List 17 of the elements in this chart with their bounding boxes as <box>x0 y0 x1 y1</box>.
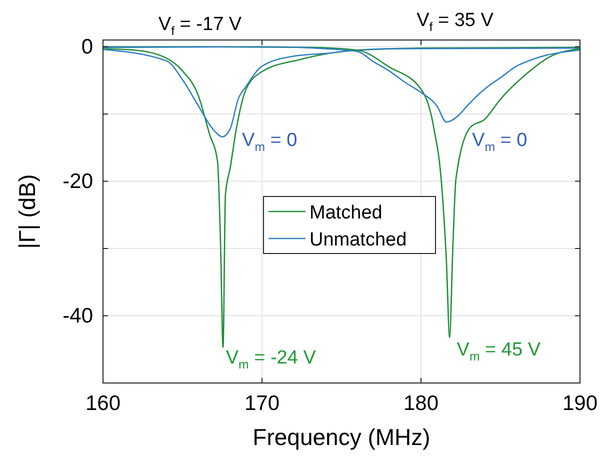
x-tick-label: 180 <box>403 392 439 415</box>
x-tick-label: 170 <box>244 392 280 415</box>
legend-label: Matched <box>310 202 382 224</box>
x-tick-label: 160 <box>85 392 121 415</box>
y-tick-label: -40 <box>62 304 93 328</box>
annotation: V$_{m}$ = -24 V <box>226 347 316 372</box>
annotation: V$_{m}$ = 0 <box>472 130 528 154</box>
legend-label: Unmatched <box>310 230 407 250</box>
y-tick-label: 0 <box>81 36 93 59</box>
annotation: V$_{m}$ = 0 <box>242 130 298 154</box>
y-tick-label: -20 <box>62 170 93 194</box>
x-axis-title: Frequency (MHz) <box>252 424 430 450</box>
text: V$_{f}$ = -17 V <box>158 14 242 38</box>
text: V$_{f}$ = 35 V <box>416 10 494 34</box>
annotation: V$_{m}$ = 45 V <box>456 339 541 364</box>
x-tick-label: 190 <box>562 392 598 415</box>
y-axis-title: |Γ| (dB) <box>14 174 40 249</box>
